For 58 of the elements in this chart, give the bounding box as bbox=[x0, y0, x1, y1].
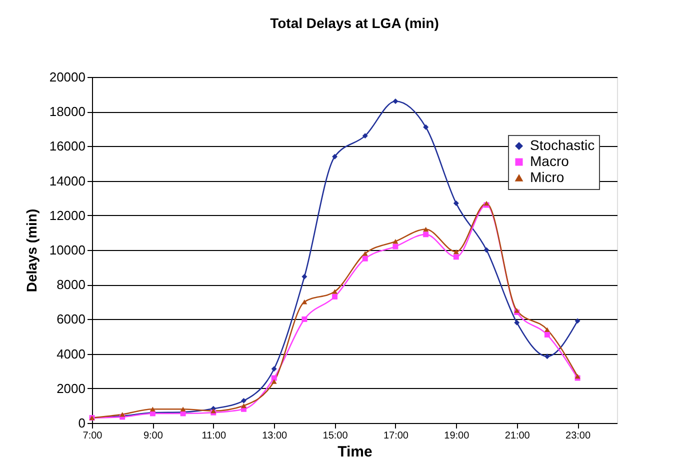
point bbox=[332, 294, 338, 300]
point bbox=[240, 403, 246, 408]
point bbox=[514, 308, 520, 313]
point bbox=[574, 318, 580, 324]
x-tick-label: 15:00 bbox=[322, 430, 348, 442]
x-tick-label: 9:00 bbox=[143, 430, 164, 442]
x-axis-title: Time bbox=[338, 444, 372, 460]
y-tick-label: 2000 bbox=[56, 380, 86, 396]
x-tick-label: 17:00 bbox=[383, 430, 409, 442]
point bbox=[271, 375, 277, 381]
point bbox=[544, 354, 550, 360]
x-tick-label: 21:00 bbox=[504, 430, 530, 442]
chart-title: Total Delays at LGA (min) bbox=[270, 15, 439, 31]
x-tick-label: 11:00 bbox=[202, 430, 226, 442]
x-tick-label: 23:00 bbox=[566, 430, 591, 442]
point bbox=[362, 251, 368, 256]
point bbox=[423, 124, 429, 130]
y-tick-label: 14000 bbox=[49, 173, 86, 188]
point bbox=[514, 320, 520, 326]
point bbox=[392, 238, 398, 244]
point bbox=[392, 244, 398, 250]
point bbox=[453, 200, 459, 206]
y-tick-label: 10000 bbox=[49, 242, 86, 258]
point bbox=[453, 249, 459, 254]
x-tick-label: 7:00 bbox=[82, 430, 103, 442]
point bbox=[484, 247, 490, 253]
y-tick-label: 20000 bbox=[49, 70, 86, 84]
point bbox=[302, 316, 308, 322]
point bbox=[150, 406, 156, 412]
point bbox=[180, 406, 186, 412]
y-tick-label: 6000 bbox=[56, 312, 86, 327]
legend-label: Stochastic bbox=[530, 137, 595, 153]
point bbox=[423, 226, 429, 232]
x-tick-label: 19:00 bbox=[444, 430, 470, 442]
y-tick-label: 12000 bbox=[49, 208, 86, 223]
y-tick-label: 16000 bbox=[49, 138, 86, 154]
y-tick-label: 0 bbox=[78, 416, 86, 430]
point bbox=[392, 98, 398, 104]
point bbox=[271, 366, 277, 372]
point bbox=[332, 154, 338, 160]
point bbox=[240, 398, 246, 404]
point bbox=[302, 300, 308, 304]
point bbox=[423, 232, 429, 238]
y-axis-title: Delays (min) bbox=[23, 208, 40, 292]
x-tick-label: 13:00 bbox=[262, 430, 288, 442]
point bbox=[453, 254, 459, 260]
point bbox=[332, 289, 338, 294]
y-tick-label: 4000 bbox=[56, 346, 86, 362]
point bbox=[544, 327, 550, 332]
y-tick-label: 18000 bbox=[49, 104, 86, 120]
point bbox=[271, 379, 277, 384]
point bbox=[362, 256, 368, 262]
y-tick-label: 8000 bbox=[56, 277, 86, 292]
legend-label: Macro bbox=[530, 153, 570, 169]
point bbox=[544, 332, 550, 338]
point bbox=[362, 133, 368, 139]
legend-label: Micro bbox=[530, 169, 564, 185]
point bbox=[302, 274, 308, 280]
